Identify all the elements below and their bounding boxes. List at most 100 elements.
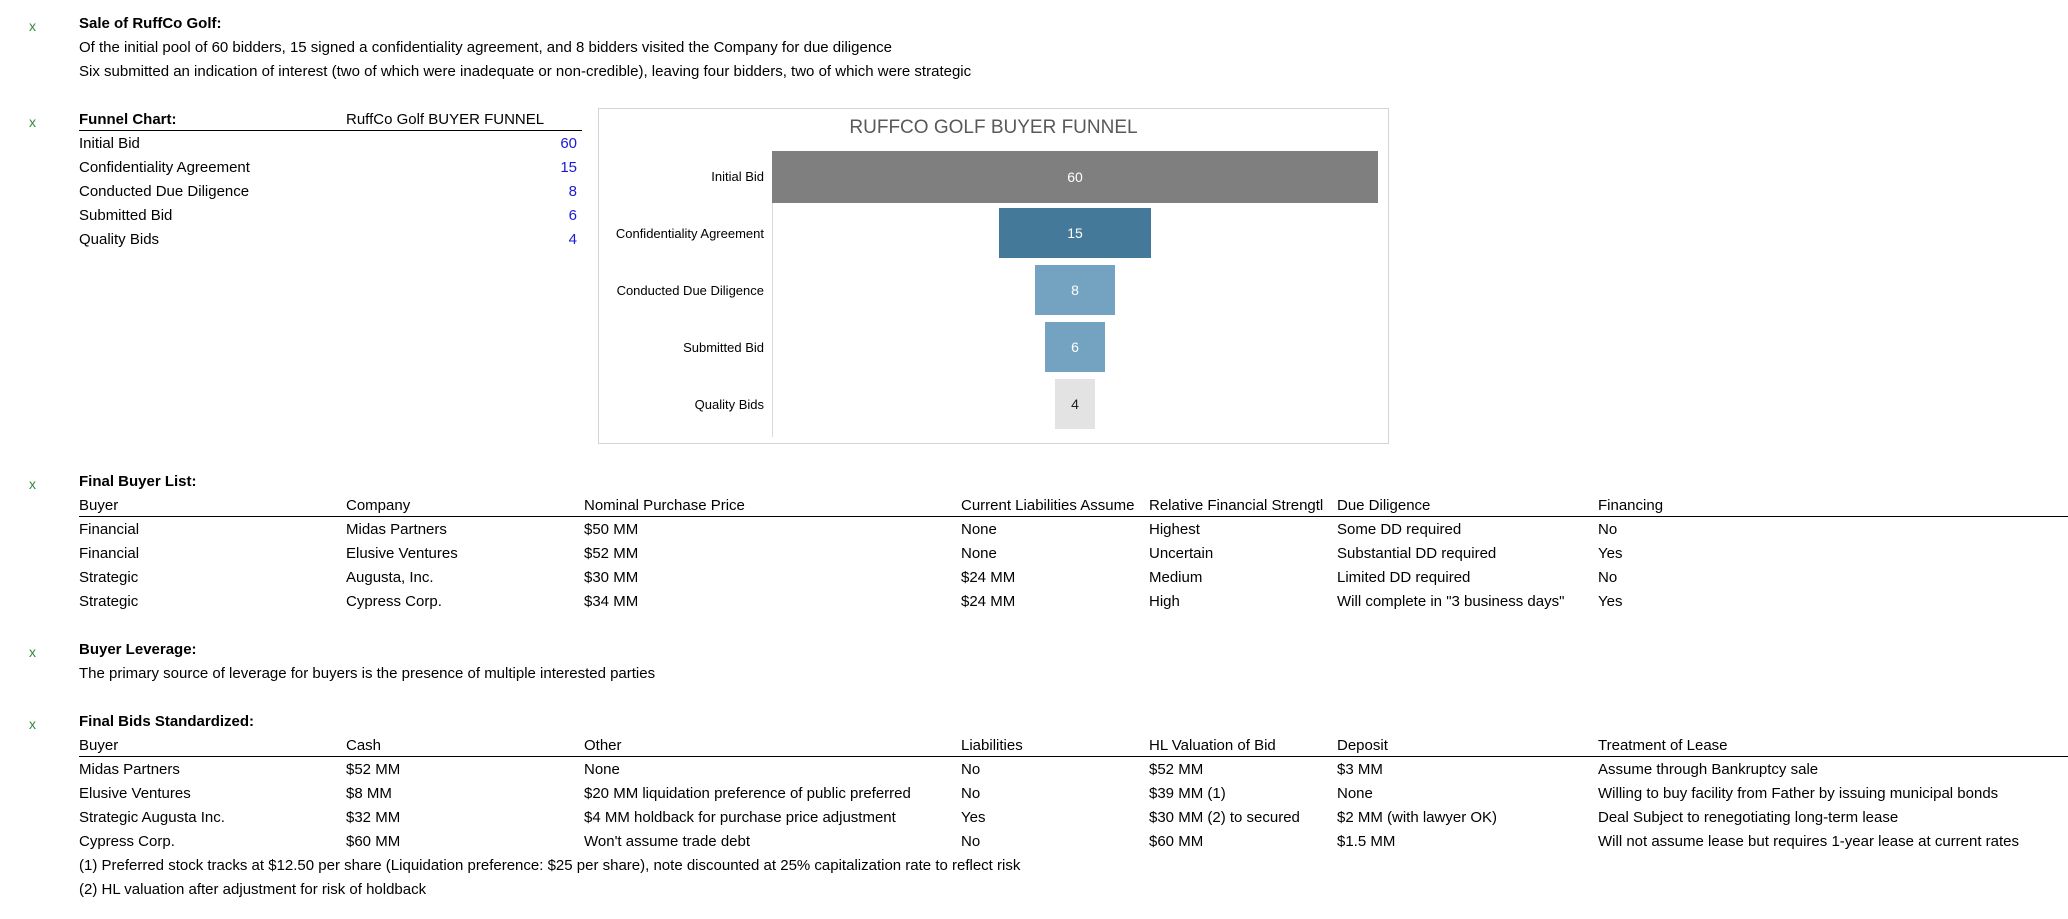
table-cell: $52 MM (584, 545, 639, 562)
table-cell: Midas Partners (79, 761, 180, 778)
section-marker: x (29, 476, 36, 492)
table-cell: $4 MM holdback for purchase price adjust… (584, 809, 896, 826)
table-cell: Uncertain (1149, 545, 1214, 562)
section-marker: x (29, 716, 36, 732)
chart-bar[interactable]: 60 (772, 151, 1378, 203)
funnel-header-rule (79, 130, 582, 131)
chart-data-label: 8 (1071, 282, 1079, 298)
table-cell: $52 MM (346, 761, 401, 778)
funnel-row-value: 8 (568, 183, 577, 200)
table-cell: None (961, 521, 997, 538)
column-header: Liabilities (961, 737, 1023, 754)
chart-axis (772, 151, 773, 437)
chart-bar[interactable]: 6 (1044, 322, 1106, 372)
column-header: Company (346, 497, 411, 514)
chart-category-label: Conducted Due Diligence (616, 283, 764, 298)
table-cell: $24 MM (961, 593, 1016, 610)
chart-bar[interactable]: 4 (1054, 379, 1096, 429)
table-cell: Cypress Corp. (346, 593, 442, 610)
table-cell: Will complete in "3 business days" (1337, 593, 1565, 610)
chart-category-label: Quality Bids (694, 397, 764, 412)
column-header: Buyer (79, 497, 119, 514)
table-cell: Substantial DD required (1337, 545, 1497, 562)
chart-title: RUFFCO GOLF BUYER FUNNEL (849, 117, 1138, 138)
funnel-row-value: 4 (568, 231, 577, 248)
table-cell: Midas Partners (346, 521, 447, 538)
funnel-chart[interactable]: RUFFCO GOLF BUYER FUNNEL Initial Bid 60 Co… (598, 108, 1389, 444)
table-cell: No (1598, 569, 1618, 586)
section-marker: x (29, 644, 36, 660)
funnel-row-label: Initial Bid (79, 135, 140, 152)
funnel-row-value: 60 (560, 135, 577, 152)
funnel-heading: Funnel Chart: (79, 111, 177, 128)
column-header: Deposit (1337, 737, 1388, 754)
table-cell: Financial (79, 521, 140, 538)
table-cell: $60 MM (1149, 833, 1204, 850)
chart-data-label: 4 (1071, 396, 1079, 412)
table-cell: Yes (1598, 545, 1623, 562)
chart-bar[interactable]: 15 (999, 208, 1151, 258)
column-header: Due Diligence (1337, 497, 1431, 514)
table-cell: Elusive Ventures (79, 785, 191, 802)
chart-data-label: 6 (1071, 339, 1079, 355)
table-cell: Yes (961, 809, 986, 826)
table-cell: $30 MM (584, 569, 639, 586)
column-header: Financing (1598, 497, 1664, 514)
table-cell: $32 MM (346, 809, 401, 826)
table-cell: $34 MM (584, 593, 639, 610)
footnote-2: (2) HL valuation after adjustment for ri… (79, 881, 427, 898)
table-cell: Highest (1149, 521, 1200, 538)
section-marker: x (29, 18, 36, 34)
table-cell: $60 MM (346, 833, 401, 850)
table-cell: Strategic (79, 569, 139, 586)
chart-data-label: 60 (1067, 169, 1083, 185)
leverage-heading: Buyer Leverage: (79, 641, 197, 658)
table-cell: $1.5 MM (1337, 833, 1396, 850)
table-cell: Financial (79, 545, 140, 562)
table-cell: Some DD required (1337, 521, 1462, 538)
table-cell: None (961, 545, 997, 562)
sale-heading: Sale of RuffCo Golf: (79, 15, 222, 32)
sale-line-2: Six submitted an indication of interest … (79, 63, 972, 80)
column-header: Treatment of Lease (1598, 737, 1728, 754)
table-cell: Medium (1149, 569, 1203, 586)
chart-data-label: 15 (1067, 225, 1083, 241)
table-cell: No (961, 761, 981, 778)
table-cell: Won't assume trade debt (584, 833, 751, 850)
footnote-1: (1) Preferred stock tracks at $12.50 per… (79, 857, 1021, 874)
table-cell: $8 MM (346, 785, 392, 802)
column-header: Nominal Purchase Price (584, 497, 745, 514)
table-cell: $39 MM (1) (1149, 785, 1226, 802)
column-header: Cash (346, 737, 382, 754)
table-cell: $2 MM (with lawyer OK) (1337, 809, 1498, 826)
funnel-row-label: Quality Bids (79, 231, 160, 248)
column-header: Current Liabilities Assume (961, 497, 1135, 514)
table-cell: Strategic (79, 593, 139, 610)
funnel-row-value: 6 (568, 207, 577, 224)
funnel-table-title: RuffCo Golf BUYER FUNNEL (346, 111, 545, 128)
table-cell: $20 MM liquidation preference of public … (584, 785, 911, 802)
table-cell: Elusive Ventures (346, 545, 458, 562)
funnel-row-label: Submitted Bid (79, 207, 173, 224)
table-cell: $50 MM (584, 521, 639, 538)
table-cell: Cypress Corp. (79, 833, 175, 850)
sale-line-1: Of the initial pool of 60 bidders, 15 si… (79, 39, 893, 56)
column-header: Other (584, 737, 622, 754)
table-cell: Will not assume lease but requires 1-yea… (1598, 833, 2020, 850)
section-marker: x (29, 114, 36, 130)
table-cell: Willing to buy facility from Father by i… (1598, 785, 1999, 802)
buyers-header-rule (79, 516, 2068, 517)
table-cell: No (961, 833, 981, 850)
chart-category-label: Initial Bid (711, 169, 764, 184)
chart-bar[interactable]: 8 (1034, 265, 1116, 315)
table-cell: $3 MM (1337, 761, 1383, 778)
chart-category-label: Submitted Bid (683, 340, 764, 355)
buyers-heading: Final Buyer List: (79, 473, 197, 490)
table-cell: Limited DD required (1337, 569, 1471, 586)
funnel-row-value: 15 (560, 159, 577, 176)
table-cell: $30 MM (2) to secured (1149, 809, 1300, 826)
table-cell: Yes (1598, 593, 1623, 610)
table-cell: Assume through Bankruptcy sale (1598, 761, 1819, 778)
bids-header-rule (79, 756, 2068, 757)
table-cell: No (961, 785, 981, 802)
